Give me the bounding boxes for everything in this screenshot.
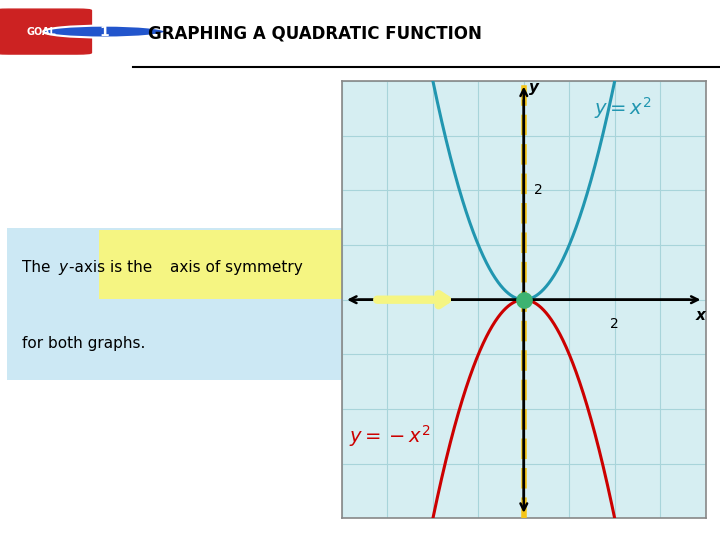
Text: $y= x^2$: $y= x^2$ (594, 96, 652, 122)
FancyBboxPatch shape (99, 230, 359, 299)
Text: axis of symmetry: axis of symmetry (171, 260, 303, 275)
Text: GRAPHING A QUADRATIC FUNCTION: GRAPHING A QUADRATIC FUNCTION (148, 25, 482, 43)
Text: -axis is the: -axis is the (68, 260, 157, 275)
Text: 2: 2 (534, 184, 543, 197)
Text: 2: 2 (611, 317, 619, 331)
FancyBboxPatch shape (7, 228, 356, 380)
Text: y: y (528, 80, 539, 95)
Text: GOAL: GOAL (27, 26, 57, 37)
Text: x: x (696, 307, 706, 322)
Text: y: y (58, 260, 67, 275)
Circle shape (43, 25, 166, 38)
Text: $y= -x^2$: $y= -x^2$ (348, 423, 431, 449)
FancyBboxPatch shape (0, 9, 91, 54)
Text: The: The (22, 260, 56, 275)
Text: for both graphs.: for both graphs. (22, 336, 146, 352)
Text: 1: 1 (99, 25, 109, 38)
